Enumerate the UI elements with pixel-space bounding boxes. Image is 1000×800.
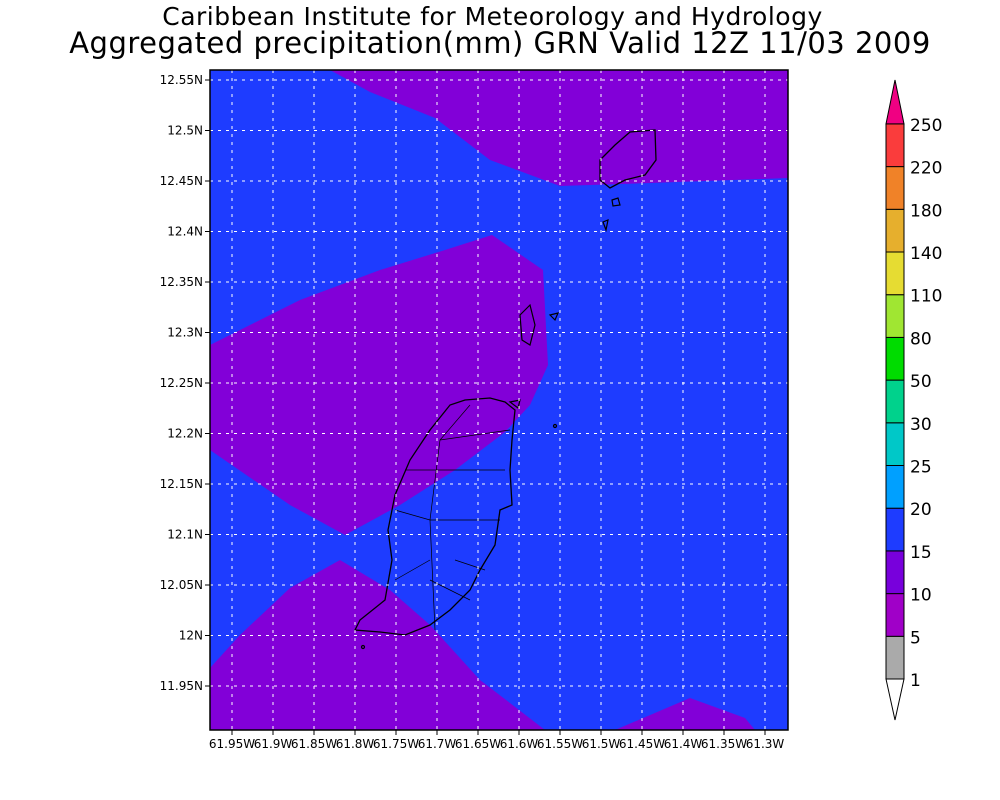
colorbar-label: 1	[910, 671, 921, 691]
lon-label: 61.9W	[254, 737, 293, 751]
colorbar-band	[885, 550, 905, 595]
colorbar-band	[885, 507, 905, 552]
latitude-axis: 12.55N 12.5N 12.45N 12.4N 12.35N 12.3N 12.25N 1…	[160, 73, 210, 693]
colorbar-label: 30	[910, 415, 932, 435]
grid-lines	[210, 70, 788, 730]
lat-label: 11.95N	[160, 679, 203, 693]
grenada-island-outline	[353, 397, 516, 636]
field-10-15-north	[330, 70, 788, 186]
field-10-15-central	[210, 235, 548, 535]
title-line-2: Aggregated precipitation(mm) GRN Valid 1…	[69, 26, 931, 60]
lat-label: 12.2N	[167, 427, 203, 441]
lat-label: 12.3N	[167, 326, 203, 340]
lon-label: 61.8W	[336, 737, 375, 751]
lon-label: 61.6W	[500, 737, 539, 751]
carriacou-island-outline	[599, 129, 657, 189]
colorbar-label: 10	[910, 586, 932, 606]
colorbar-label: 50	[910, 372, 932, 392]
colorbar-band	[885, 336, 905, 381]
colorbar-band	[885, 251, 905, 296]
lat-label: 12.25N	[160, 376, 203, 390]
colorbar-band	[885, 166, 905, 210]
lat-label: 12.1N	[167, 528, 203, 542]
colorbar-label: 220	[910, 159, 942, 179]
colorbar-band	[885, 294, 905, 338]
colorbar-label: 250	[910, 116, 942, 136]
map-area	[209, 69, 789, 731]
field-10-15-southwest	[210, 560, 545, 730]
colorbar-label: 15	[910, 543, 932, 563]
colorbar-label: 20	[910, 500, 932, 520]
colorbar-label: 140	[910, 244, 942, 264]
lon-label: 61.65W	[455, 737, 501, 751]
lat-label: 12.55N	[160, 73, 203, 87]
lat-label: 12.35N	[160, 275, 203, 289]
colorbar-band	[885, 123, 905, 168]
colorbar-label: 25	[910, 458, 932, 478]
lon-label: 61.5W	[582, 737, 621, 751]
lon-label: 61.45W	[619, 737, 665, 751]
colorbar-band	[885, 208, 905, 253]
colorbar-label: 110	[910, 287, 942, 307]
colorbar-label: 80	[910, 329, 932, 349]
grenada-parish-boundaries	[394, 404, 511, 631]
lon-label: 61.95W	[209, 737, 255, 751]
lat-label: 12N	[179, 629, 203, 643]
longitude-axis: 61.95W61.9W61.85W61.8W61.75W61.7W61.65W6…	[209, 730, 785, 751]
small-islands	[360, 197, 621, 650]
colorbar-band	[885, 635, 905, 680]
colorbar-band	[885, 465, 905, 509]
lon-label: 61.7W	[418, 737, 457, 751]
lat-label: 12.5N	[167, 124, 203, 138]
lon-label: 61.35W	[701, 737, 747, 751]
map-frame	[209, 69, 789, 731]
colorbar-label: 180	[910, 201, 942, 221]
colorbar-upper-triangle	[885, 79, 905, 125]
lat-label: 12.45N	[160, 174, 203, 188]
colorbar-band	[885, 422, 905, 466]
colorbar-band	[885, 593, 905, 637]
title-line-1: Caribbean Institute for Meteorology and …	[162, 2, 823, 31]
colorbar-label: 5	[910, 628, 921, 648]
lat-label: 12.4N	[167, 225, 203, 239]
lat-label: 12.15N	[160, 477, 203, 491]
lon-label: 61.75W	[373, 737, 419, 751]
lon-label: 61.4W	[664, 737, 703, 751]
field-10-15-southeast	[615, 698, 755, 730]
lat-label: 12.05N	[160, 578, 203, 592]
colorbar-lower-triangle	[885, 678, 905, 721]
colorbar-band	[885, 379, 905, 424]
lon-label: 61.3W	[746, 737, 785, 751]
lon-label: 61.55W	[537, 737, 583, 751]
lon-label: 61.85W	[291, 737, 337, 751]
